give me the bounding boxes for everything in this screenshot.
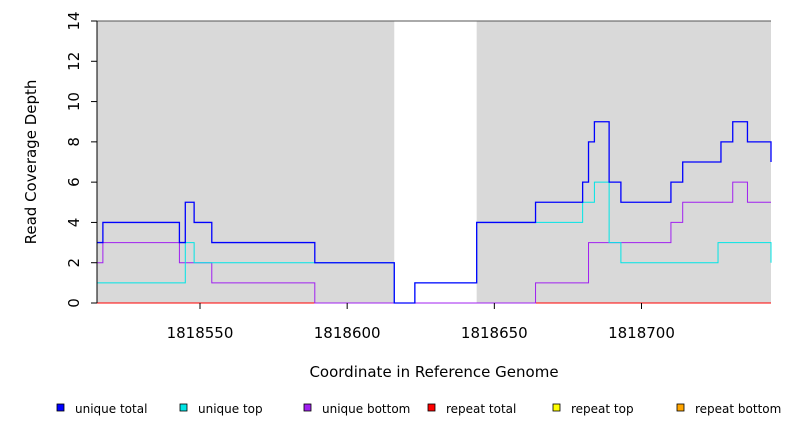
x-tick-label: 1818700 — [608, 324, 675, 342]
legend-label: repeat top — [571, 402, 634, 416]
y-tick-label: 12 — [65, 52, 83, 71]
legend-swatch — [179, 403, 188, 412]
series-line-unique-total — [97, 121, 772, 304]
legend-swatch — [56, 403, 65, 412]
series-line-unique-top — [97, 181, 772, 304]
y-tick-label: 14 — [65, 11, 83, 30]
x-tick-label: 1818650 — [461, 324, 528, 342]
y-tick-label: 10 — [65, 92, 83, 111]
axes — [96, 20, 771, 303]
x-tick-label: 1818600 — [314, 324, 381, 342]
legend-swatch — [676, 403, 685, 412]
shaded-region-2 — [476, 21, 771, 303]
legend-swatch — [552, 403, 561, 412]
y-tick-label: 6 — [65, 177, 83, 187]
series-line-unique-bottom — [97, 181, 771, 304]
shaded-region-1 — [97, 21, 395, 303]
legend-swatch — [303, 403, 312, 412]
legend-label: repeat total — [446, 402, 516, 416]
y-tick-label: 8 — [65, 137, 83, 147]
legend-label: unique total — [75, 402, 147, 416]
legend-label: unique top — [198, 402, 263, 416]
y-ticks: 0 2 4 6 8 10 12 14 — [65, 11, 97, 308]
background-regions — [97, 21, 771, 303]
y-axis-title: Read Coverage Depth — [22, 80, 40, 245]
legend-label: repeat bottom — [695, 402, 781, 416]
x-axis-title: Coordinate in Reference Genome — [309, 363, 558, 381]
y-tick-label: 4 — [65, 218, 83, 228]
y-tick-label: 2 — [65, 258, 83, 268]
legend-label: unique bottom — [322, 402, 410, 416]
x-tick-label: 1818550 — [167, 324, 234, 342]
legend: unique total unique top unique bottom repea… — [56, 402, 781, 416]
legend-swatch — [427, 403, 436, 412]
y-tick-label: 0 — [65, 298, 83, 308]
x-ticks: 1818550 1818600 1818650 1818700 — [167, 303, 675, 342]
series-lines — [97, 121, 772, 304]
